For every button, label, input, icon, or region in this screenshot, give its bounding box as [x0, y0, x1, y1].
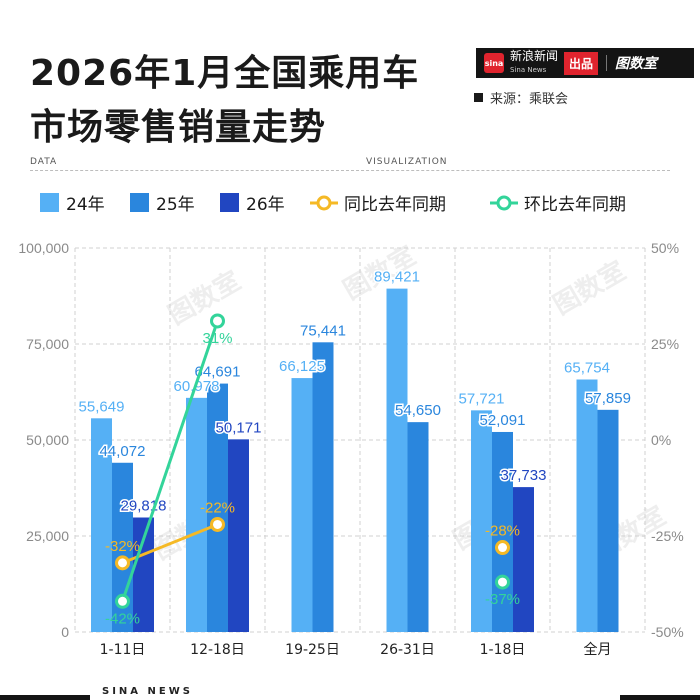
line-segment-1: [121, 320, 219, 602]
legend-label: 同比去年同期: [344, 195, 446, 215]
studio-logo: 图数室: [615, 56, 658, 72]
bar-value-label: 57,721: [459, 390, 505, 407]
line-point-1-1: [210, 313, 225, 329]
visualization-tag: VISUALIZATION: [366, 157, 448, 167]
x-tick-label: 1-11日: [100, 642, 146, 658]
legend-label: 24年: [66, 195, 105, 215]
bar-value-label: 54,650: [395, 402, 441, 419]
bar-value-label: 29,818: [121, 497, 167, 514]
brand-banner: sina 新浪新闻 Sina News 出品 图数室: [476, 48, 694, 78]
brand-name-text: 新浪新闻: [510, 49, 559, 63]
chart-title-line1: 2026年1月全国乘用车: [30, 53, 420, 94]
source-square-icon: [474, 93, 483, 102]
y-left-tick-label: 0: [61, 624, 69, 640]
y-right-tick-label: 0%: [651, 432, 671, 448]
legend-item-1: 25年: [130, 190, 195, 215]
bar-value-label: 52,091: [480, 412, 526, 429]
footer-bar-left: [0, 695, 90, 700]
bar-2-1: [228, 439, 249, 632]
divider-line: [30, 170, 670, 171]
y-left-tick-label: 25,000: [26, 528, 69, 544]
bar-line-chart: 图数室图数室图数室图数室图数室图数室025,00050,00075,000100…: [18, 240, 684, 658]
legend-line-marker-icon: [490, 195, 518, 210]
brand-name: 新浪新闻 Sina News: [510, 50, 558, 76]
line-point-label: -22%: [200, 499, 235, 516]
bar-value-label: 44,072: [100, 443, 146, 460]
bar-value-label: 89,421: [374, 269, 420, 286]
watermark-text: 图数室: [163, 265, 246, 331]
x-tick-label: 1-18日: [480, 642, 526, 658]
bar-0-3: [386, 288, 408, 632]
source-note: 来源：乘联会: [474, 88, 568, 107]
bar-0-2: [291, 378, 313, 632]
legend-label: 环比去年同期: [524, 195, 626, 215]
bar-value-label: 57,859: [585, 390, 631, 407]
watermark-text: 图数室: [548, 255, 631, 321]
legend-item-0: 24年: [40, 190, 105, 215]
bar-value-label: 65,754: [564, 360, 610, 377]
bar-1-5: [597, 409, 619, 632]
y-left-tick-label: 75,000: [26, 336, 69, 352]
bar-1-3: [407, 422, 429, 632]
bar-value-label: 55,649: [79, 398, 125, 415]
chart-title-line2: 市场零售销量走势: [30, 107, 327, 148]
line-point-label: -32%: [105, 538, 140, 555]
bar-value-label: 66,125: [279, 358, 325, 375]
brand-badge: 出品: [564, 51, 599, 75]
legend-item-2: 26年: [220, 190, 285, 215]
bar-value-label: 64,691: [195, 364, 241, 381]
bar-value-label: 75,441: [300, 322, 346, 339]
bar-0-1: [186, 397, 207, 632]
line-point-label: -28%: [485, 523, 520, 540]
y-right-tick-label: 50%: [651, 240, 679, 256]
brand-name-sub: Sina News: [510, 66, 547, 74]
legend-swatch: [220, 193, 239, 212]
bar-0-4: [471, 410, 492, 632]
bar-0-5: [576, 379, 598, 632]
line-point-0-0: [115, 555, 130, 571]
legend: 24年 25年 26年 同比去年同期 环比去年同期: [30, 190, 690, 216]
legend-swatch: [40, 193, 59, 212]
footer-text: SINA NEWS: [102, 686, 193, 697]
bar-2-4: [513, 487, 534, 632]
legend-swatch: [130, 193, 149, 212]
legend-label: 26年: [246, 195, 285, 215]
legend-item-4: 环比去年同期: [490, 190, 626, 215]
bar-value-label: 50,171: [216, 419, 262, 436]
line-point-label: -42%: [105, 610, 140, 627]
sina-logo-icon: sina: [484, 53, 504, 73]
y-left-tick-label: 50,000: [26, 432, 69, 448]
x-tick-label: 12-18日: [190, 642, 245, 658]
legend-line-marker-icon: [310, 195, 338, 210]
x-tick-label: 19-25日: [285, 642, 340, 658]
y-right-tick-label: -25%: [651, 528, 684, 544]
y-left-tick-label: 100,000: [18, 240, 69, 256]
bar-0-0: [91, 418, 112, 632]
bar-1-2: [312, 342, 334, 632]
footer-bar-right: [620, 695, 700, 700]
y-right-tick-label: -50%: [651, 624, 684, 640]
bar-2-0: [133, 517, 154, 632]
legend-item-3: 同比去年同期: [310, 190, 446, 215]
legend-label: 25年: [156, 195, 195, 215]
y-right-tick-label: 25%: [651, 336, 679, 352]
bar-value-label: 37,733: [501, 467, 547, 484]
data-tag: DATA: [30, 157, 58, 167]
bar-1-1: [207, 383, 228, 632]
line-point-1-0: [115, 593, 130, 609]
source-text: 来源：乘联会: [490, 92, 569, 107]
x-tick-label: 全月: [584, 641, 612, 658]
brand-separator: [606, 55, 608, 71]
line-point-label: 31%: [202, 330, 232, 347]
line-point-0-4: [495, 540, 510, 556]
x-tick-label: 26-31日: [380, 642, 435, 658]
line-point-1-4: [495, 574, 510, 590]
line-point-0-1: [210, 516, 225, 532]
line-point-label: -37%: [485, 591, 520, 608]
